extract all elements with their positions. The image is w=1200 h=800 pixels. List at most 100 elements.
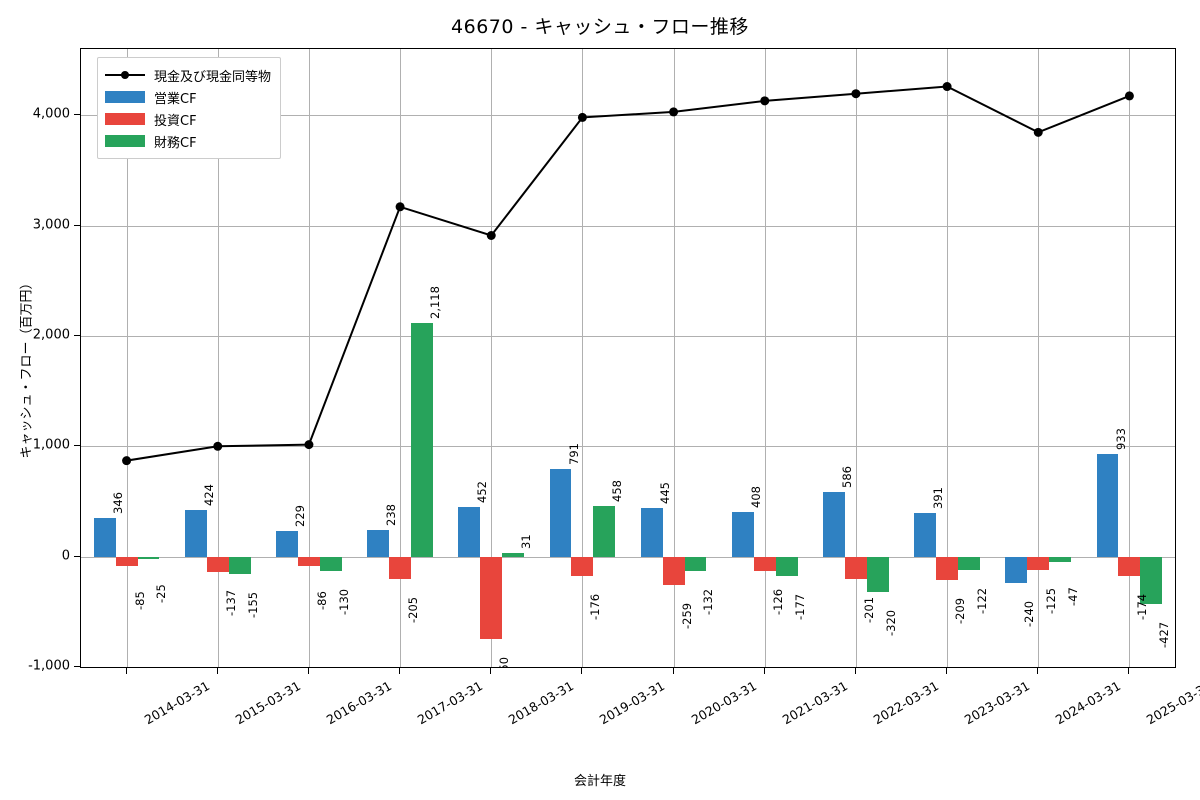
x-tick-mark [763, 668, 765, 674]
bar [411, 322, 433, 557]
plot-area: 346 424 229 238 452 791 445 408 586 391 -240 933 -85… [80, 48, 1176, 668]
bar [866, 556, 889, 592]
zero-baseline [81, 556, 1175, 558]
bar [319, 556, 342, 571]
legend-item-cash[interactable]: 現金及び現金同等物 [105, 64, 271, 86]
x-tick-label: 2018-03-31 [505, 678, 577, 728]
legend-label-cash: 現金及び現金同等物 [154, 69, 272, 85]
x-tick-mark [399, 668, 401, 674]
bar [571, 556, 594, 577]
y-tick-label: 0 [61, 548, 70, 564]
gridline-vertical [1129, 49, 1131, 667]
x-tick-label: 2015-03-31 [232, 678, 303, 728]
bar [184, 509, 207, 557]
bar [914, 513, 937, 557]
bar-value-label: 458 [610, 480, 625, 503]
bar [206, 556, 229, 572]
y-tick-label: 3,000 [32, 217, 70, 233]
gridline-vertical [1038, 49, 1040, 667]
bar-value-label: 391 [931, 487, 946, 510]
x-tick-label: 2025-03-31 [1144, 678, 1200, 728]
bar-value-label: -174 [1135, 593, 1150, 620]
bar-value-label: 791 [566, 443, 581, 466]
gridline-horizontal [81, 667, 1175, 668]
red-swatch-icon [105, 112, 145, 126]
chart-legend: 現金及び現金同等物 営業CF 投資CF 財務CF [97, 57, 282, 159]
bar-value-label: -125 [1044, 588, 1059, 615]
y-axis-label: キャッシュ・フロー（百万円） [19, 276, 35, 459]
x-tick-label: 2014-03-31 [141, 678, 212, 728]
x-tick-mark [307, 668, 309, 674]
bar [662, 556, 685, 586]
y-tick-label: 1,000 [32, 437, 70, 453]
x-tick-label: 2019-03-31 [597, 678, 668, 728]
bar [1118, 556, 1141, 576]
bar [137, 556, 160, 560]
bar [823, 491, 845, 557]
bar [502, 553, 525, 557]
y-tick-mark [74, 445, 80, 447]
y-tick-mark [74, 114, 80, 116]
y-tick-label: 4,000 [32, 106, 70, 122]
bar [1140, 556, 1163, 604]
x-tick-mark [490, 668, 492, 674]
bar-value-label: 424 [201, 483, 216, 506]
legend-label-financing-cf: 財務CF [154, 135, 197, 151]
bar [936, 556, 959, 580]
green-swatch-icon [105, 134, 145, 148]
bar-value-label: -126 [770, 588, 785, 615]
bar-value-label: -25 [154, 584, 169, 604]
bar-value-label: 346 [110, 492, 125, 515]
bar-value-label: -750 [497, 657, 511, 667]
x-tick-label: 2021-03-31 [779, 678, 850, 728]
bar-value-label: -122 [974, 587, 989, 615]
legend-item-investing-cf[interactable]: 投資CF [105, 108, 271, 130]
bar-value-label: -132 [701, 589, 716, 616]
bar-value-label: 933 [1113, 427, 1128, 450]
bar [480, 556, 503, 640]
bar [549, 469, 572, 557]
x-tick-label: 2024-03-31 [1052, 678, 1124, 728]
bar [593, 506, 616, 557]
bar-value-label: 229 [293, 505, 308, 528]
bar [1049, 556, 1072, 562]
bar [367, 530, 390, 557]
legend-item-operating-cf[interactable]: 営業CF [105, 86, 271, 108]
bar-value-label: -47 [1066, 587, 1081, 606]
bar [684, 556, 707, 572]
x-tick-label: 2022-03-31 [870, 678, 942, 728]
x-tick-mark [854, 668, 856, 674]
bar-value-label: 31 [519, 534, 534, 550]
y-tick-mark [74, 334, 80, 336]
bar [115, 556, 138, 567]
bar-value-label: -259 [679, 603, 694, 630]
bar [731, 511, 754, 557]
x-tick-label: 2017-03-31 [414, 678, 486, 728]
bar-value-label: -155 [245, 591, 260, 618]
x-tick-mark [581, 668, 583, 674]
bar [458, 506, 481, 557]
y-tick-mark [74, 555, 80, 557]
bar [958, 556, 980, 571]
x-tick-label: 2020-03-31 [688, 678, 759, 728]
bar [1096, 453, 1119, 557]
bar [389, 556, 412, 580]
gridline-vertical [308, 49, 310, 667]
gridline-horizontal [81, 446, 1175, 448]
gridline-vertical [764, 49, 766, 667]
legend-label-investing-cf: 投資CF [154, 113, 197, 129]
x-tick-mark [125, 668, 127, 674]
bar [753, 556, 776, 571]
bar-value-label: -320 [883, 609, 898, 636]
bar-value-label: -427 [1157, 621, 1172, 648]
bar-value-label: -85 [132, 591, 147, 611]
legend-item-financing-cf[interactable]: 財務CF [105, 130, 271, 152]
x-tick-mark [946, 668, 948, 674]
bar-value-label: -205 [406, 597, 421, 624]
blue-swatch-icon [105, 90, 145, 104]
x-tick-label: 2023-03-31 [961, 678, 1033, 728]
y-tick-mark [74, 666, 80, 667]
x-axis-label: 会計年度 [573, 774, 626, 789]
gridline-horizontal [81, 225, 1175, 227]
